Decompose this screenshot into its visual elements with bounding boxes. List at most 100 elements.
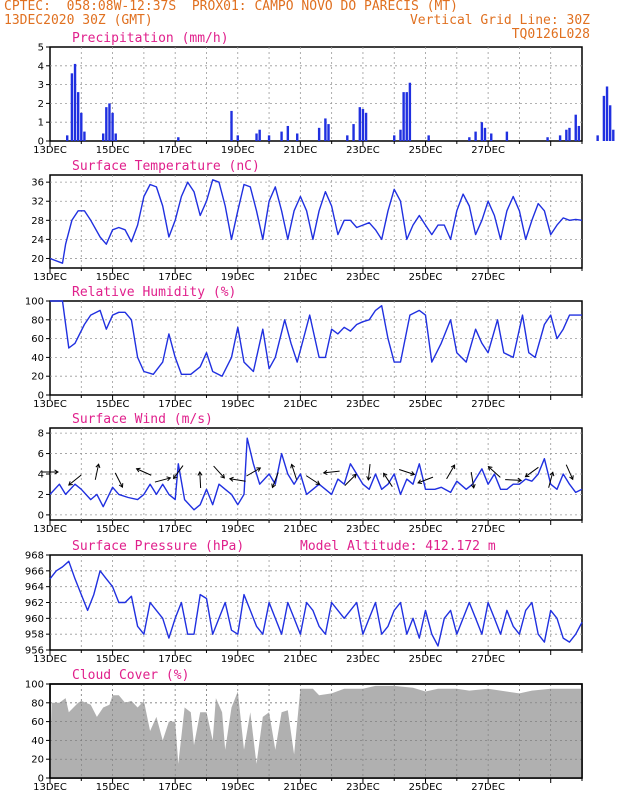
precip-bar (327, 124, 330, 141)
wind-arrow-icon (505, 477, 523, 483)
precip-bar (468, 137, 471, 141)
precip-bar (286, 125, 290, 141)
precip-bar (114, 133, 117, 141)
x-tick-label: 13DEC (33, 145, 67, 156)
x-tick-label: 19DEC (221, 272, 255, 283)
y-tick-label: 60 (31, 717, 44, 728)
precip-bar (83, 131, 86, 141)
y-tick-label: 36 (31, 178, 44, 189)
wind-arrow-icon (417, 476, 434, 485)
precip-bar (558, 135, 562, 141)
precip-bar (480, 122, 484, 141)
y-tick-label: 2 (38, 490, 44, 501)
precip-bar (111, 112, 114, 141)
precip-bar (405, 92, 408, 141)
series-line (49, 179, 583, 264)
x-tick-label: 15DEC (96, 524, 130, 535)
precip-bar (236, 135, 239, 141)
y-tick-label: 32 (31, 197, 44, 208)
precip-bar (364, 112, 368, 141)
panel-2: 0 20 40 60 80 100 13DEC 15DEC 17DEC 19DEC 21DEC 23D… (25, 285, 583, 410)
panel-1: 20 24 28 32 36 13DEC 15DEC 17DEC 19DEC 21DEC 23DEC… (31, 159, 583, 283)
y-tick-label: 960 (25, 614, 44, 625)
x-tick-label: 27DEC (471, 272, 505, 283)
y-tick-label: 4 (38, 470, 44, 481)
y-tick-label: 968 (25, 551, 44, 562)
x-tick-label: 13DEC (33, 399, 67, 410)
wind-arrow-icon (446, 464, 456, 480)
y-tick-label: 2 (38, 99, 44, 110)
x-tick-label: 19DEC (221, 782, 255, 793)
x-tick-label: 23DEC (346, 524, 380, 535)
x-tick-label: 21DEC (283, 654, 317, 665)
x-tick-label: 13DEC (33, 272, 67, 283)
x-tick-label: 27DEC (471, 145, 505, 156)
precip-bar (427, 135, 430, 141)
precip-bar (258, 129, 261, 141)
x-tick-label: 25DEC (409, 654, 443, 665)
panel-subtitle: Model Altitude: 412.172 m (300, 539, 496, 554)
panel-frame (49, 46, 583, 142)
wind-arrow-icon (246, 467, 262, 477)
y-tick-label: 40 (31, 353, 44, 364)
x-tick-label: 17DEC (158, 399, 192, 410)
precip-bar (80, 112, 83, 141)
wind-arrow-icon (135, 467, 152, 476)
precip-bar (255, 133, 258, 141)
precip-bar (505, 131, 509, 141)
x-tick-label: 27DEC (471, 524, 505, 535)
y-tick-label: 20 (31, 372, 44, 383)
panel-title: Surface Pressure (hPa) (72, 539, 244, 554)
panel-frame (49, 300, 583, 396)
wind-arrow-icon (290, 463, 298, 480)
precip-bar (66, 135, 69, 141)
precip-bar (393, 135, 396, 141)
precip-bar (296, 133, 299, 141)
precip-bar (280, 131, 283, 141)
precip-bar (546, 137, 549, 141)
precip-bar (324, 118, 327, 141)
x-tick-label: 15DEC (96, 399, 130, 410)
y-tick-label: 20 (31, 254, 44, 265)
precip-bar (267, 135, 271, 141)
wind-arrow-icon (487, 465, 501, 478)
precip-bar (177, 137, 180, 141)
precip-bar (568, 127, 571, 141)
precip-bar (596, 135, 599, 141)
y-tick-label: 964 (25, 582, 44, 593)
precip-bar (474, 131, 477, 141)
y-tick-label: 6 (38, 449, 44, 460)
panel-title: Precipitation (mm/h) (72, 31, 229, 46)
x-tick-label: 19DEC (221, 524, 255, 535)
x-tick-label: 25DEC (409, 782, 443, 793)
precip-bar (408, 82, 412, 141)
y-tick-label: 8 (38, 429, 44, 440)
wind-arrow-icon (197, 471, 203, 489)
series-line (49, 560, 583, 647)
panel-frame (49, 174, 583, 269)
panel-title: Cloud Cover (%) (72, 668, 189, 683)
y-tick-label: 3 (38, 80, 44, 91)
precip-bar (605, 86, 609, 141)
x-tick-label: 23DEC (346, 654, 380, 665)
header-model-id: TQ0126L028 (511, 27, 590, 42)
x-tick-label: 21DEC (283, 145, 317, 156)
precip-bar (490, 133, 493, 141)
panel-frame (49, 683, 583, 779)
wind-arrow-icon (344, 473, 357, 487)
x-tick-label: 21DEC (283, 782, 317, 793)
y-tick-label: 60 (31, 334, 44, 345)
precip-bar (361, 109, 365, 141)
y-tick-label: 20 (31, 755, 44, 766)
wind-arrow-icon (322, 470, 340, 475)
wind-arrow-icon (173, 465, 184, 480)
x-tick-label: 25DEC (409, 399, 443, 410)
y-tick-label: 0 (38, 774, 44, 785)
y-tick-label: 28 (31, 216, 44, 227)
wind-arrow-icon (68, 474, 82, 486)
wind-arrow-icon (271, 472, 279, 489)
panel-title: Surface Temperature (nC) (72, 159, 260, 174)
header-grid-line: Vertical Grid Line: 30Z (409, 13, 590, 28)
precip-bar (608, 105, 612, 141)
x-tick-label: 23DEC (346, 145, 380, 156)
